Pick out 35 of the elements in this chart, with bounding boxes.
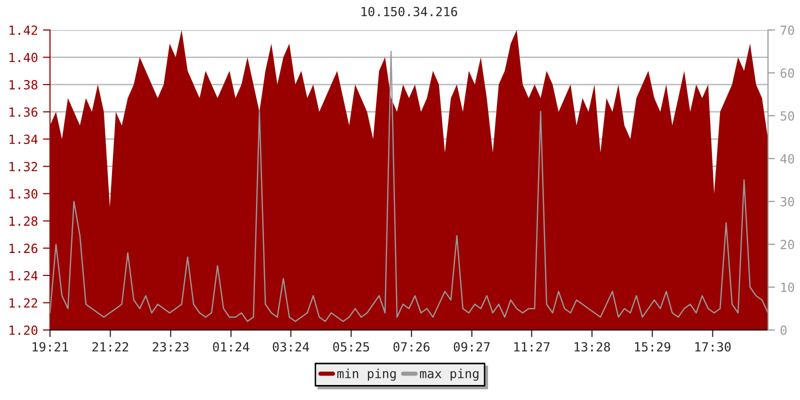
y-tick-label: 1.34 [10, 134, 38, 144]
y-tick-label: 1.20 [10, 326, 38, 335]
x-tick-label: 19:21 [32, 342, 68, 352]
y-tick-label: 1.36 [10, 107, 38, 117]
y-tick-label: 1.22 [10, 298, 38, 308]
x-tick-label: 21:22 [92, 342, 128, 352]
x-tick-label: 11:27 [514, 342, 550, 352]
y2-tick-label: 30 [780, 196, 794, 206]
x-tick-label: 23:23 [152, 342, 189, 352]
y2-tick-label: 0 [780, 326, 787, 335]
x-tick-label: 17:30 [695, 342, 731, 352]
y-tick-label: 1.28 [10, 216, 38, 226]
y-tick-label: 1.24 [10, 270, 38, 280]
y-tick-label: 1.32 [10, 162, 38, 172]
y-tick-label: 1.38 [10, 80, 38, 90]
legend-label: min ping [337, 368, 396, 381]
y2-tick-label: 10 [781, 282, 794, 292]
y-tick-label: 1.42 [10, 26, 38, 35]
legend-label: max ping [420, 368, 478, 381]
x-tick-label: 13:28 [574, 342, 610, 352]
x-tick-label: 03:24 [272, 342, 310, 352]
x-tick-label: 15:29 [635, 342, 670, 352]
x-tick-label: 07:26 [393, 342, 430, 352]
y-tick-label: 1.26 [10, 244, 38, 254]
y2-tick-label: 50 [780, 111, 794, 121]
x-tick-label: 05:25 [333, 342, 369, 352]
x-tick-label: 01:24 [212, 342, 250, 352]
y-tick-label: 1.30 [10, 189, 38, 199]
y2-tick-label: 20 [780, 240, 794, 250]
chart-title: 10.150.34.216 [362, 6, 458, 16]
y2-tick-label: 60 [780, 68, 794, 78]
y2-tick-label: 70 [780, 26, 794, 35]
y2-tick-label: 40 [780, 154, 794, 164]
x-tick-label: 09:27 [454, 342, 490, 352]
y-tick-label: 1.40 [10, 52, 38, 62]
